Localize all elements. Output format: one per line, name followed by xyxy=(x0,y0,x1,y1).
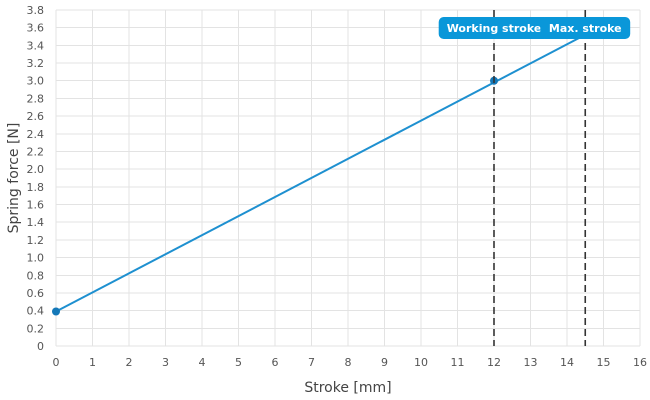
x-tick-label: 0 xyxy=(53,356,60,369)
marker-label-badge xyxy=(540,17,631,39)
x-tick-label: 15 xyxy=(597,356,611,369)
marker-label: Working stroke xyxy=(447,22,542,35)
x-axis-title: Stroke [mm] xyxy=(304,380,391,396)
y-tick-label: 1.0 xyxy=(27,252,45,265)
y-tick-label: 2.4 xyxy=(27,128,45,141)
y-tick-label: 1.4 xyxy=(27,216,45,229)
x-tick-label: 7 xyxy=(308,356,315,369)
y-tick-label: 0.4 xyxy=(27,305,45,318)
series xyxy=(52,33,586,316)
y-tick-label: 0.8 xyxy=(27,269,45,282)
y-tick-label: 2.8 xyxy=(27,92,45,105)
y-tick-label: 3.4 xyxy=(27,39,45,52)
grid xyxy=(55,9,641,347)
y-tick-label: 0.6 xyxy=(27,287,45,300)
y-tick-label: 3.6 xyxy=(27,22,45,35)
y-tick-label: 3.0 xyxy=(27,75,45,88)
y-tick-label: 2.0 xyxy=(27,163,45,176)
x-tick-label: 13 xyxy=(524,356,538,369)
x-tick-label: 11 xyxy=(451,356,465,369)
y-axis-ticks: 0 0.2 0.4 0.6 0.8 1.0 1.2 1.4 1.6 1.8 2.0 2.2 2.4 2.6… xyxy=(27,4,45,353)
y-tick-label: 3.2 xyxy=(27,57,45,70)
marker-label-badge xyxy=(438,17,550,39)
y-tick-label: 1.6 xyxy=(27,199,45,212)
x-tick-label: 9 xyxy=(381,356,388,369)
x-tick-label: 8 xyxy=(345,356,352,369)
marker-label: Max. stroke xyxy=(549,22,622,35)
y-tick-label: 1.2 xyxy=(27,234,45,247)
series-line xyxy=(55,33,586,313)
x-axis-ticks: 0 1 2 3 4 5 6 7 8 9 10 11 12 13 14 15 16 xyxy=(53,356,648,369)
y-tick-label: 3.8 xyxy=(27,4,45,17)
x-tick-label: 14 xyxy=(560,356,574,369)
y-tick-label: 2.2 xyxy=(27,145,45,158)
x-tick-label: 12 xyxy=(487,356,501,369)
y-tick-label: 0.2 xyxy=(27,322,45,335)
x-tick-label: 1 xyxy=(89,356,96,369)
x-tick-label: 3 xyxy=(162,356,169,369)
x-tick-label: 4 xyxy=(199,356,206,369)
y-tick-label: 0 xyxy=(37,340,44,353)
x-tick-label: 2 xyxy=(126,356,133,369)
y-axis-title: Spring force [N] xyxy=(6,123,22,234)
x-tick-label: 5 xyxy=(235,356,242,369)
x-tick-label: 10 xyxy=(414,356,428,369)
data-point xyxy=(52,307,60,316)
x-tick-label: 6 xyxy=(272,356,279,369)
y-tick-label: 2.6 xyxy=(27,110,45,123)
y-tick-label: 1.8 xyxy=(27,181,45,194)
x-tick-label: 16 xyxy=(633,356,647,369)
markers: Working stroke Max. stroke xyxy=(438,10,631,346)
